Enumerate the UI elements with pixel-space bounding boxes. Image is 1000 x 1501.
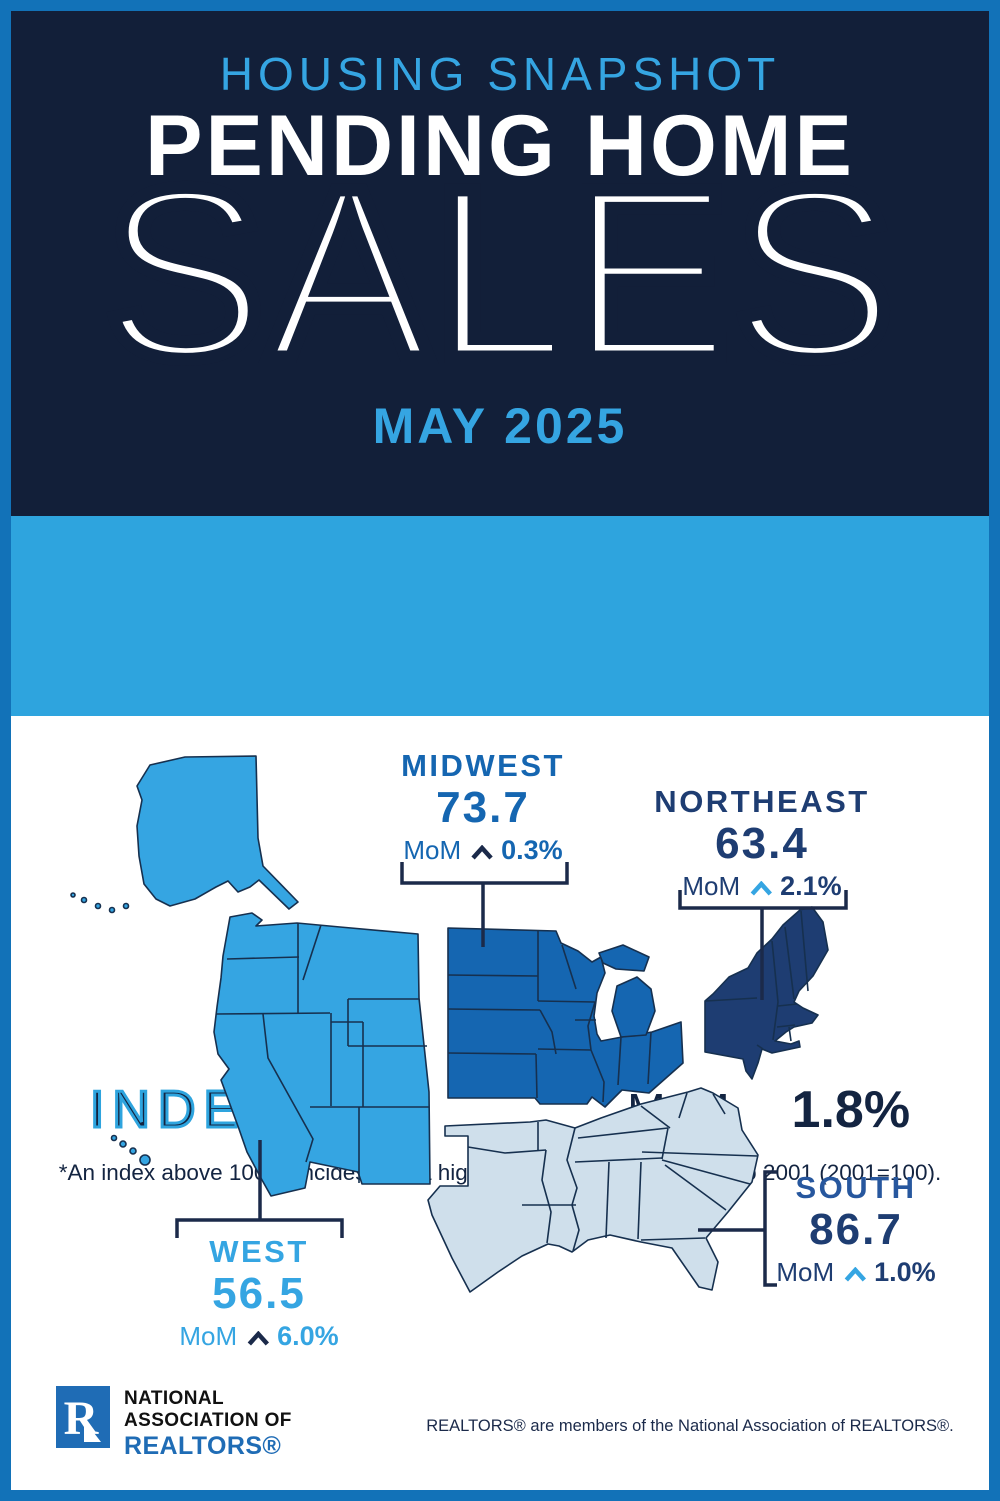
mom-value: 1.8%	[791, 1081, 911, 1139]
up-caret-icon	[247, 1331, 269, 1346]
region-name: MIDWEST	[401, 748, 565, 783]
west-state-borders	[215, 923, 429, 1183]
up-caret-icon	[745, 1102, 778, 1124]
logo-line: NATIONAL	[124, 1388, 224, 1409]
midwest-mainland-shape	[447, 927, 684, 1108]
region-midwest-shape	[447, 927, 684, 1108]
up-caret-icon	[844, 1267, 866, 1282]
main-title-line1: PENDING HOME	[145, 98, 855, 194]
pointer-south	[698, 1170, 777, 1287]
mom-value: 1.0%	[874, 1257, 936, 1288]
region-index-value: 86.7	[809, 1204, 903, 1254]
northeast-state-borders	[705, 910, 809, 1050]
region-mom-row: MoM 6.0%	[179, 1321, 338, 1352]
region-south-shape	[427, 1087, 759, 1293]
south-state-borders	[467, 1092, 758, 1252]
region-mom-row: MoM 0.3%	[401, 835, 565, 866]
region-mom-row: MoM 2.1%	[654, 871, 869, 902]
mom-label: MoM	[179, 1321, 238, 1352]
pointer-northeast	[678, 890, 848, 1000]
index-band: INDEX 72.6 * MoM 1.8% *An index above 10…	[0, 516, 1000, 1185]
logo-line: ASSOCIATION OF	[124, 1410, 292, 1431]
up-caret-icon	[471, 845, 493, 860]
region-west-shape	[70, 755, 431, 1197]
region-northeast-shape	[704, 906, 829, 1080]
west-mainland-shape	[213, 912, 431, 1197]
mom-value: 6.0%	[277, 1321, 339, 1352]
northeast-mainland-shape	[704, 906, 829, 1080]
region-label-midwest: MIDWEST 73.7 MoM 0.3%	[401, 748, 565, 866]
mom-value: 0.3%	[501, 835, 563, 866]
south-mainland-shape	[427, 1087, 759, 1293]
kicker-title: HOUSING SNAPSHOT	[219, 48, 781, 100]
nar-logo-text: NATIONAL ASSOCIATION OF REALTORS®	[124, 1386, 292, 1461]
alaska-shape	[136, 755, 299, 910]
mom-label: MoM	[776, 1257, 835, 1288]
region-name: NORTHEAST	[654, 784, 870, 819]
midwest-state-borders	[447, 931, 652, 1103]
region-index-value: 63.4	[715, 818, 809, 868]
region-name: SOUTH	[795, 1170, 917, 1205]
report-date: MAY 2025	[372, 398, 628, 454]
nar-logo: R NATIONAL ASSOCIATION OF REALTORS®	[56, 1386, 292, 1461]
michigan-mitten-shape	[611, 976, 656, 1038]
footer-disclaimer: REALTORS® are members of the National As…	[426, 1417, 954, 1435]
region-index-value: 56.5	[212, 1268, 306, 1318]
nar-logo-icon: R	[56, 1386, 110, 1448]
region-label-west: WEST 56.5 MoM 6.0%	[179, 1234, 338, 1352]
logo-line: REALTORS®	[124, 1432, 282, 1460]
region-mom-row: MoM 1.0%	[776, 1257, 935, 1288]
region-label-northeast: NORTHEAST 63.4 MoM 2.1%	[654, 784, 869, 902]
mom-label: MoM	[403, 835, 462, 866]
us-regions-map	[70, 755, 848, 1293]
mom-value: 2.1%	[780, 871, 842, 902]
header-section: HOUSING SNAPSHOT PENDING HOME SALES MAY …	[0, 0, 1000, 516]
pointer-midwest	[400, 862, 569, 947]
mom-label: MoM	[682, 871, 741, 902]
main-title-line2: SALES	[97, 138, 901, 409]
michigan-up-shape	[598, 944, 650, 972]
pointer-west	[175, 1140, 344, 1238]
map-section: MIDWEST 73.7 MoM 0.3% NORTHEAST 63.4 MoM…	[0, 710, 1000, 1370]
region-index-value: 73.7	[436, 782, 530, 832]
region-name: WEST	[209, 1234, 309, 1269]
region-label-south: SOUTH 86.7 MoM 1.0%	[776, 1170, 935, 1288]
hawaii-islands	[110, 1134, 151, 1166]
up-caret-icon	[750, 881, 772, 896]
